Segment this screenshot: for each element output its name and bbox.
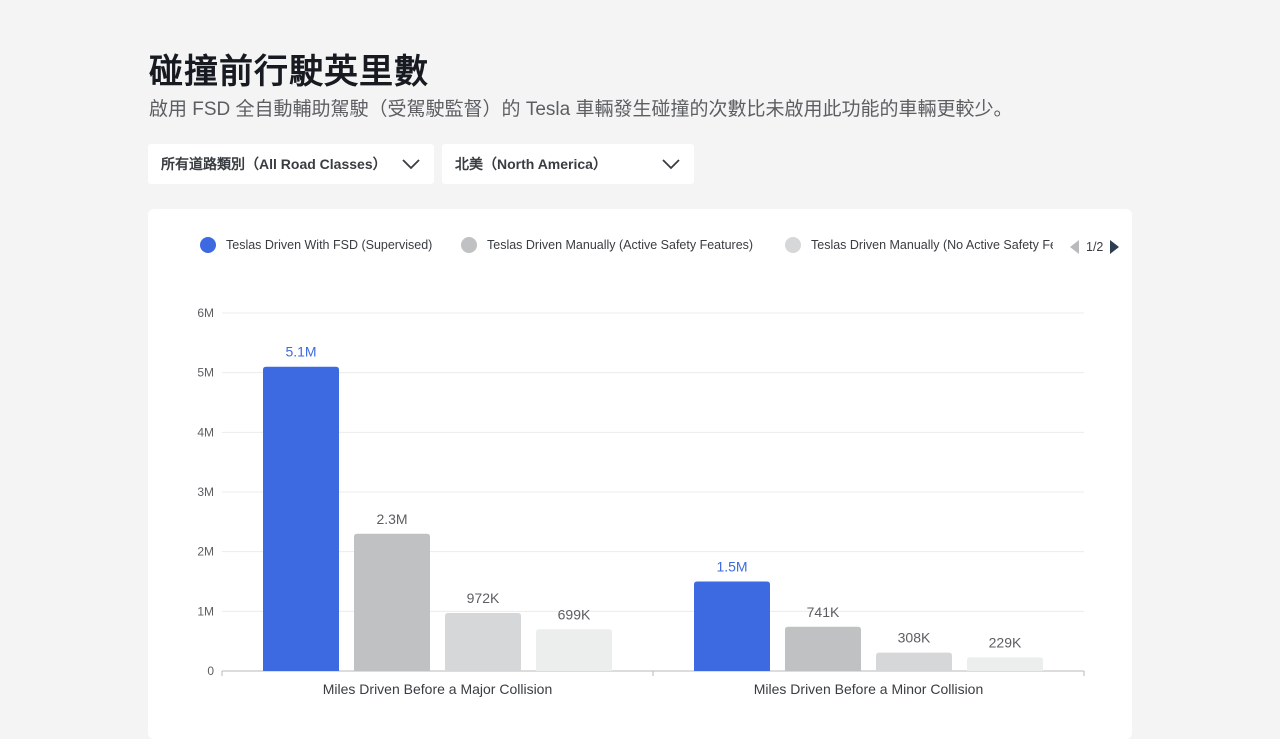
bar-value-label: 699K (558, 606, 591, 622)
caret-left-icon[interactable] (1068, 239, 1080, 255)
road-class-selected-value: 所有道路類別（All Road Classes） (161, 156, 387, 172)
y-tick-label: 5M (197, 366, 214, 380)
legend-page-indicator: 1/2 (1086, 240, 1104, 254)
bar-value-label: 2.3M (376, 511, 407, 527)
chart-legend: Teslas Driven With FSD (Supervised) Tesl… (200, 237, 1130, 257)
chevron-down-icon (402, 158, 420, 169)
bar (785, 626, 861, 671)
bar-chart: 0 1M 2M 3M 4M 5M 6M 5.1M 2.3M 972K 699K Miles Drive… (197, 306, 1085, 697)
y-tick-label: 2M (197, 545, 214, 559)
legend-label: Teslas Driven With FSD (Supervised) (226, 238, 433, 252)
page-title: 碰撞前行駛英里數 (149, 53, 429, 91)
bar (536, 629, 612, 671)
caret-right-icon[interactable] (1109, 239, 1121, 255)
page-subtitle: 啟用 FSD 全自動輔助駕駛（受駕駛監督）的 Tesla 車輛發生碰撞的次數比未… (149, 99, 1013, 120)
bar (694, 581, 770, 671)
y-tick-label: 6M (197, 306, 214, 320)
bar-value-label: 972K (467, 590, 500, 606)
bar-value-label: 1.5M (716, 559, 747, 575)
bar (876, 652, 952, 671)
bar-value-label: 308K (898, 630, 931, 646)
bar (445, 613, 521, 671)
x-category-label: Miles Driven Before a Major Collision (323, 681, 553, 697)
y-tick-label: 0 (207, 664, 214, 678)
bar-value-label: 741K (807, 604, 840, 620)
bar (967, 657, 1043, 671)
y-tick-label: 4M (197, 425, 214, 439)
legend-label: Teslas Driven Manually (No Active Safety… (811, 238, 1053, 252)
road-class-dropdown[interactable]: 所有道路類別（All Road Classes） (148, 144, 434, 184)
legend-label: Teslas Driven Manually (Active Safety Fe… (487, 238, 754, 252)
legend-dot-icon (785, 237, 801, 253)
legend-dot-icon (461, 237, 477, 253)
legend-item-fsd[interactable]: Teslas Driven With FSD (Supervised) (200, 237, 432, 253)
bar (263, 366, 339, 671)
region-dropdown[interactable]: 北美（North America） (442, 144, 694, 184)
legend-item-manual-no-active-safety[interactable]: Teslas Driven Manually (No Active Safety… (785, 237, 1053, 253)
chevron-down-icon (662, 158, 680, 169)
bar (354, 533, 430, 671)
bar-value-label: 5.1M (285, 344, 316, 360)
chart-card: 0 1M 2M 3M 4M 5M 6M 5.1M 2.3M 972K 699K Miles Drive… (148, 209, 1132, 739)
region-selected-value: 北美（North America） (455, 156, 607, 172)
y-tick-label: 3M (197, 485, 214, 499)
legend-pager: 1/2 (1068, 237, 1121, 257)
bar-value-label: 229K (989, 634, 1022, 650)
legend-item-manual-active-safety[interactable]: Teslas Driven Manually (Active Safety Fe… (461, 237, 753, 253)
y-tick-label: 1M (197, 604, 214, 618)
x-category-label: Miles Driven Before a Minor Collision (754, 681, 984, 697)
legend-dot-icon (200, 237, 216, 253)
